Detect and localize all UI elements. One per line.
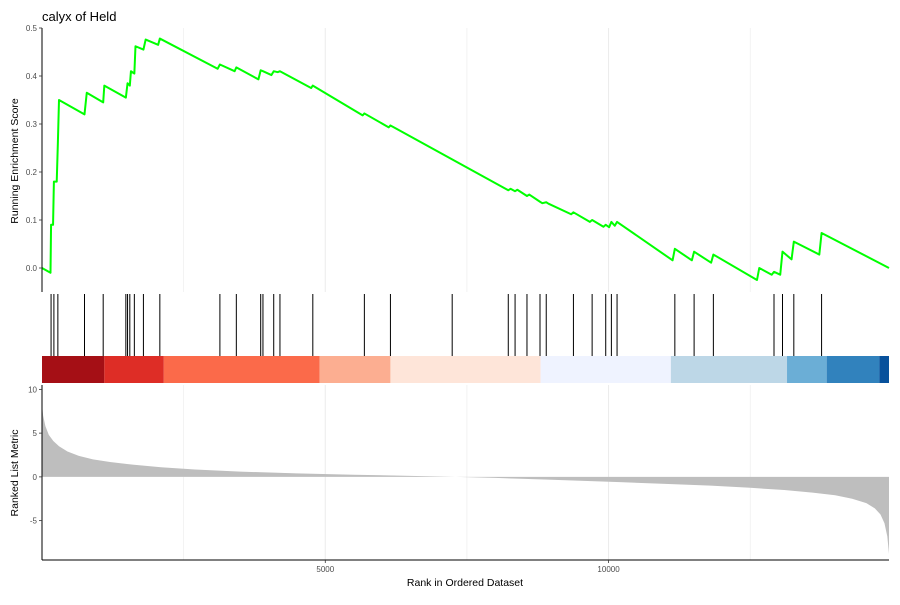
ranked-metric-panel xyxy=(42,404,889,554)
gene-hits-panel xyxy=(42,294,889,383)
running-score-panel xyxy=(41,37,890,281)
x-tick-label: 10000 xyxy=(597,565,620,574)
es-y-tick-label: 0.4 xyxy=(26,72,38,81)
running-score-line xyxy=(41,37,890,281)
color-band-10 xyxy=(879,356,889,383)
chart-title: calyx of Held xyxy=(42,9,116,24)
ranked-metric-area xyxy=(42,404,889,554)
color-band-6 xyxy=(540,356,671,383)
es-y-tick-label: 0.2 xyxy=(26,168,38,177)
color-band-4 xyxy=(319,356,391,383)
axes: 0.0 0.1 0.2 0.3 0.4 0.5 -5 0 5 10 5000 10000 xyxy=(26,24,889,574)
es-y-tick-label: 0.0 xyxy=(26,264,38,273)
color-band-1 xyxy=(42,356,105,383)
es-y-tick-label: 0.5 xyxy=(26,24,38,33)
y-axis-label-running-score: Running Enrichment Score xyxy=(9,98,21,224)
color-band-9 xyxy=(826,356,880,383)
color-band-8 xyxy=(787,356,827,383)
metric-y-tick-label: 10 xyxy=(28,385,37,394)
x-tick-label: 5000 xyxy=(316,565,334,574)
metric-y-tick-label: -5 xyxy=(30,517,38,526)
es-y-tick-label: 0.1 xyxy=(26,216,38,225)
metric-y-tick-label: 0 xyxy=(33,473,38,482)
color-band-7 xyxy=(670,356,788,383)
color-band-3 xyxy=(163,356,320,383)
metric-y-tick-label: 5 xyxy=(33,429,38,438)
es-y-tick-label: 0.3 xyxy=(26,120,38,129)
x-axis-label: Rank in Ordered Dataset xyxy=(407,577,523,589)
y-axis-label-ranked-metric: Ranked List Metric xyxy=(9,430,21,517)
grid-lines xyxy=(183,28,751,560)
color-band-2 xyxy=(104,356,164,383)
color-band-5 xyxy=(390,356,541,383)
